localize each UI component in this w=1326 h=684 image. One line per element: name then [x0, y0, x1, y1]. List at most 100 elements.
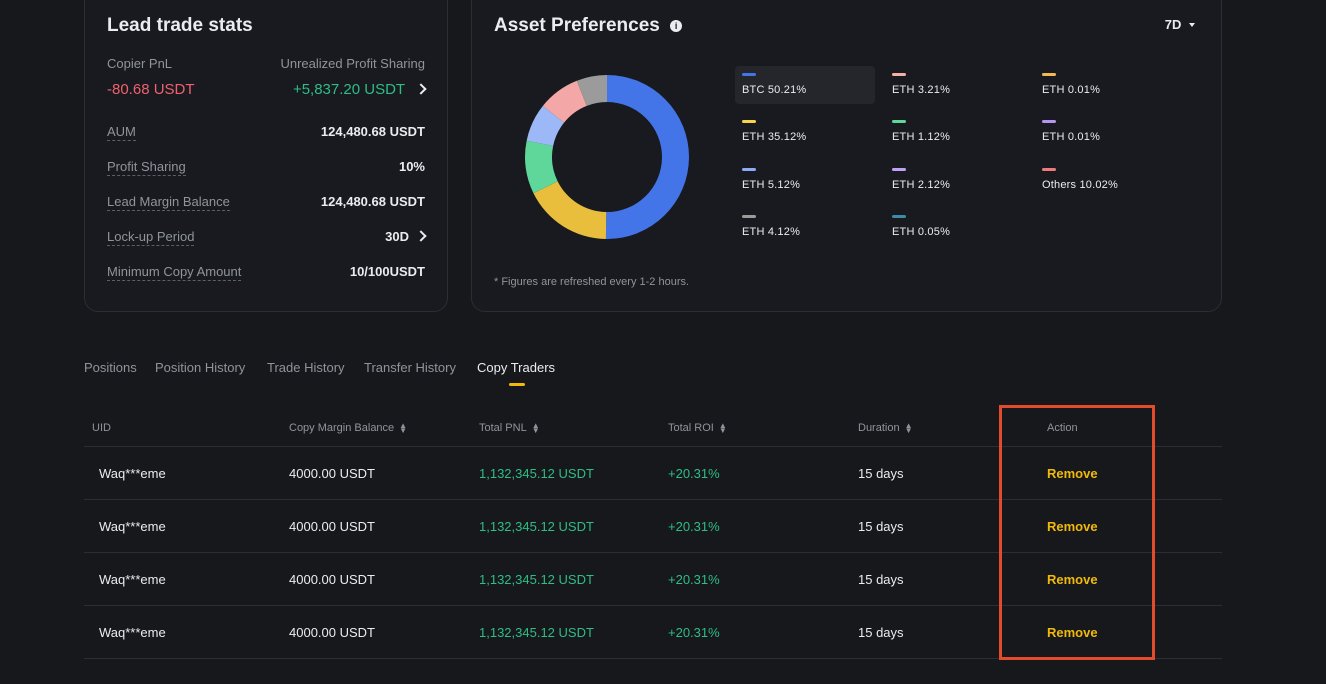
- legend-item[interactable]: ETH 1.12%: [885, 113, 1025, 151]
- legend-label: ETH 5.12%: [742, 179, 801, 191]
- tab-trade-history[interactable]: Trade History: [267, 360, 345, 375]
- legend-swatch: [742, 168, 756, 171]
- balance-cell: 4000.00 USDT: [289, 625, 375, 640]
- uid-cell: Waq***eme: [99, 519, 166, 534]
- donut-slice[interactable]: [526, 105, 564, 146]
- header-roi-label: Total ROI: [668, 422, 714, 434]
- duration-cell: 15 days: [858, 466, 904, 481]
- header-action: Action: [1047, 422, 1078, 434]
- duration-cell: 15 days: [858, 625, 904, 640]
- legend-label: ETH 0.05%: [892, 226, 951, 238]
- asset-title-text: Asset Preferences: [494, 15, 660, 36]
- header-action-label: Action: [1047, 422, 1078, 434]
- header-duration-label: Duration: [858, 422, 900, 434]
- header-duration[interactable]: Duration ▲ ▼: [858, 422, 913, 435]
- legend-swatch: [892, 120, 906, 123]
- remove-button[interactable]: Remove: [1047, 519, 1098, 534]
- legend-item[interactable]: ETH 2.12%: [885, 161, 1025, 199]
- legend-swatch: [742, 120, 756, 123]
- stat-value: 10%: [399, 159, 425, 174]
- duration-cell: 15 days: [858, 572, 904, 587]
- balance-cell: 4000.00 USDT: [289, 519, 375, 534]
- legend-item[interactable]: ETH 0.01%: [1035, 66, 1175, 104]
- remove-button[interactable]: Remove: [1047, 572, 1098, 587]
- header-total-pnl[interactable]: Total PNL ▲ ▼: [479, 421, 540, 436]
- asset-title: Asset Preferences i: [494, 15, 683, 37]
- tab-positions[interactable]: Positions: [84, 360, 137, 375]
- legend-item[interactable]: ETH 5.12%: [735, 161, 875, 199]
- copier-pnl-label: Copier PnL: [107, 56, 173, 71]
- header-uid: UID: [92, 422, 111, 434]
- unrealized-profit-link[interactable]: +5,837.20 USDT: [292, 81, 427, 98]
- stat-label-text: Minimum Copy Amount: [107, 264, 242, 281]
- legend-swatch: [1042, 120, 1056, 123]
- balance-cell: 4000.00 USDT: [289, 466, 375, 481]
- header-copy-margin-balance[interactable]: Copy Margin Balance ▲ ▼: [289, 421, 408, 436]
- stat-label-text: AUM: [107, 124, 136, 141]
- legend-label: BTC 50.21%: [742, 84, 807, 96]
- stat-label: AUM: [107, 124, 136, 141]
- legend-item[interactable]: ETH 0.05%: [885, 208, 1025, 246]
- table-bottom-border: [84, 658, 1222, 659]
- uid-cell: Waq***eme: [99, 625, 166, 640]
- stat-label: Profit Sharing: [107, 159, 186, 176]
- sort-icon: ▲ ▼: [399, 421, 408, 436]
- stat-label-text: Lead Margin Balance: [107, 194, 230, 211]
- stat-value[interactable]: 30D: [385, 229, 427, 244]
- remove-button[interactable]: Remove: [1047, 466, 1098, 481]
- legend-label: ETH 2.12%: [892, 179, 951, 191]
- stat-value: 124,480.68 USDT: [321, 194, 425, 209]
- period-dropdown[interactable]: 7D: [1165, 17, 1195, 32]
- legend-item[interactable]: Others 10.02%: [1035, 161, 1175, 199]
- stat-label: Minimum Copy Amount: [107, 264, 242, 281]
- pnl-cell: 1,132,345.12 USDT: [479, 466, 594, 481]
- stats-title: Lead trade stats: [107, 15, 253, 36]
- balance-cell: 4000.00 USDT: [289, 572, 375, 587]
- period-value: 7D: [1164, 17, 1182, 32]
- tab-copy-traders[interactable]: Copy Traders: [477, 360, 556, 375]
- legend-item[interactable]: ETH 35.12%: [735, 113, 875, 151]
- copier-pnl-value: -80.68 USDT: [107, 81, 195, 98]
- legend-item[interactable]: ETH 4.12%: [735, 208, 875, 246]
- stat-value-text: 124,480.68 USDT: [320, 124, 425, 139]
- chevron-right-icon: [415, 83, 427, 95]
- header-balance-label: Copy Margin Balance: [289, 422, 395, 434]
- header-pnl-label: Total PNL: [479, 422, 527, 434]
- roi-cell: +20.31%: [668, 466, 720, 481]
- donut-slice[interactable]: [525, 140, 558, 194]
- pnl-cell: 1,132,345.12 USDT: [479, 625, 594, 640]
- legend-item[interactable]: ETH 3.21%: [885, 66, 1025, 104]
- legend-label: ETH 35.12%: [742, 131, 807, 143]
- legend-label: ETH 0.01%: [1042, 131, 1101, 143]
- table-row: Waq***eme 4000.00 USDT 1,132,345.12 USDT +2…: [84, 446, 1222, 500]
- donut-slice[interactable]: [605, 75, 690, 240]
- legend-item[interactable]: BTC 50.21%: [735, 66, 875, 104]
- lead-trade-stats-card: Lead trade stats Copier PnL Unrealized P…: [84, 0, 448, 312]
- donut-slice[interactable]: [542, 80, 587, 123]
- tab-position-history[interactable]: Position History: [155, 360, 246, 375]
- donut-slice[interactable]: [576, 75, 607, 106]
- legend-label: ETH 0.01%: [1042, 84, 1101, 96]
- unrealized-profit-value: +5,837.20 USDT: [292, 81, 405, 98]
- stat-label: Lead Margin Balance: [107, 194, 230, 211]
- active-tab-indicator: [509, 383, 525, 386]
- legend-swatch: [742, 73, 756, 76]
- remove-button[interactable]: Remove: [1047, 625, 1098, 640]
- tab-transfer-history[interactable]: Transfer History: [364, 360, 456, 375]
- roi-cell: +20.31%: [668, 572, 720, 587]
- legend-swatch: [1042, 168, 1056, 171]
- stat-value-text: 10%: [398, 159, 425, 174]
- legend-label: ETH 1.12%: [892, 131, 951, 143]
- asset-donut-chart: [525, 75, 690, 240]
- donut-slice[interactable]: [533, 181, 607, 239]
- stat-value-text: 30D: [385, 229, 409, 244]
- stat-value-text: 10/100USDT: [349, 264, 425, 279]
- legend-swatch: [892, 73, 906, 76]
- legend-swatch: [892, 215, 906, 218]
- sort-icon: ▲ ▼: [531, 421, 540, 436]
- stat-label-text: Lock-up Period: [107, 229, 195, 246]
- info-icon[interactable]: i: [670, 20, 683, 32]
- legend-item[interactable]: ETH 0.01%: [1035, 113, 1175, 151]
- roi-cell: +20.31%: [668, 625, 720, 640]
- header-total-roi[interactable]: Total ROI ▲ ▼: [668, 422, 727, 435]
